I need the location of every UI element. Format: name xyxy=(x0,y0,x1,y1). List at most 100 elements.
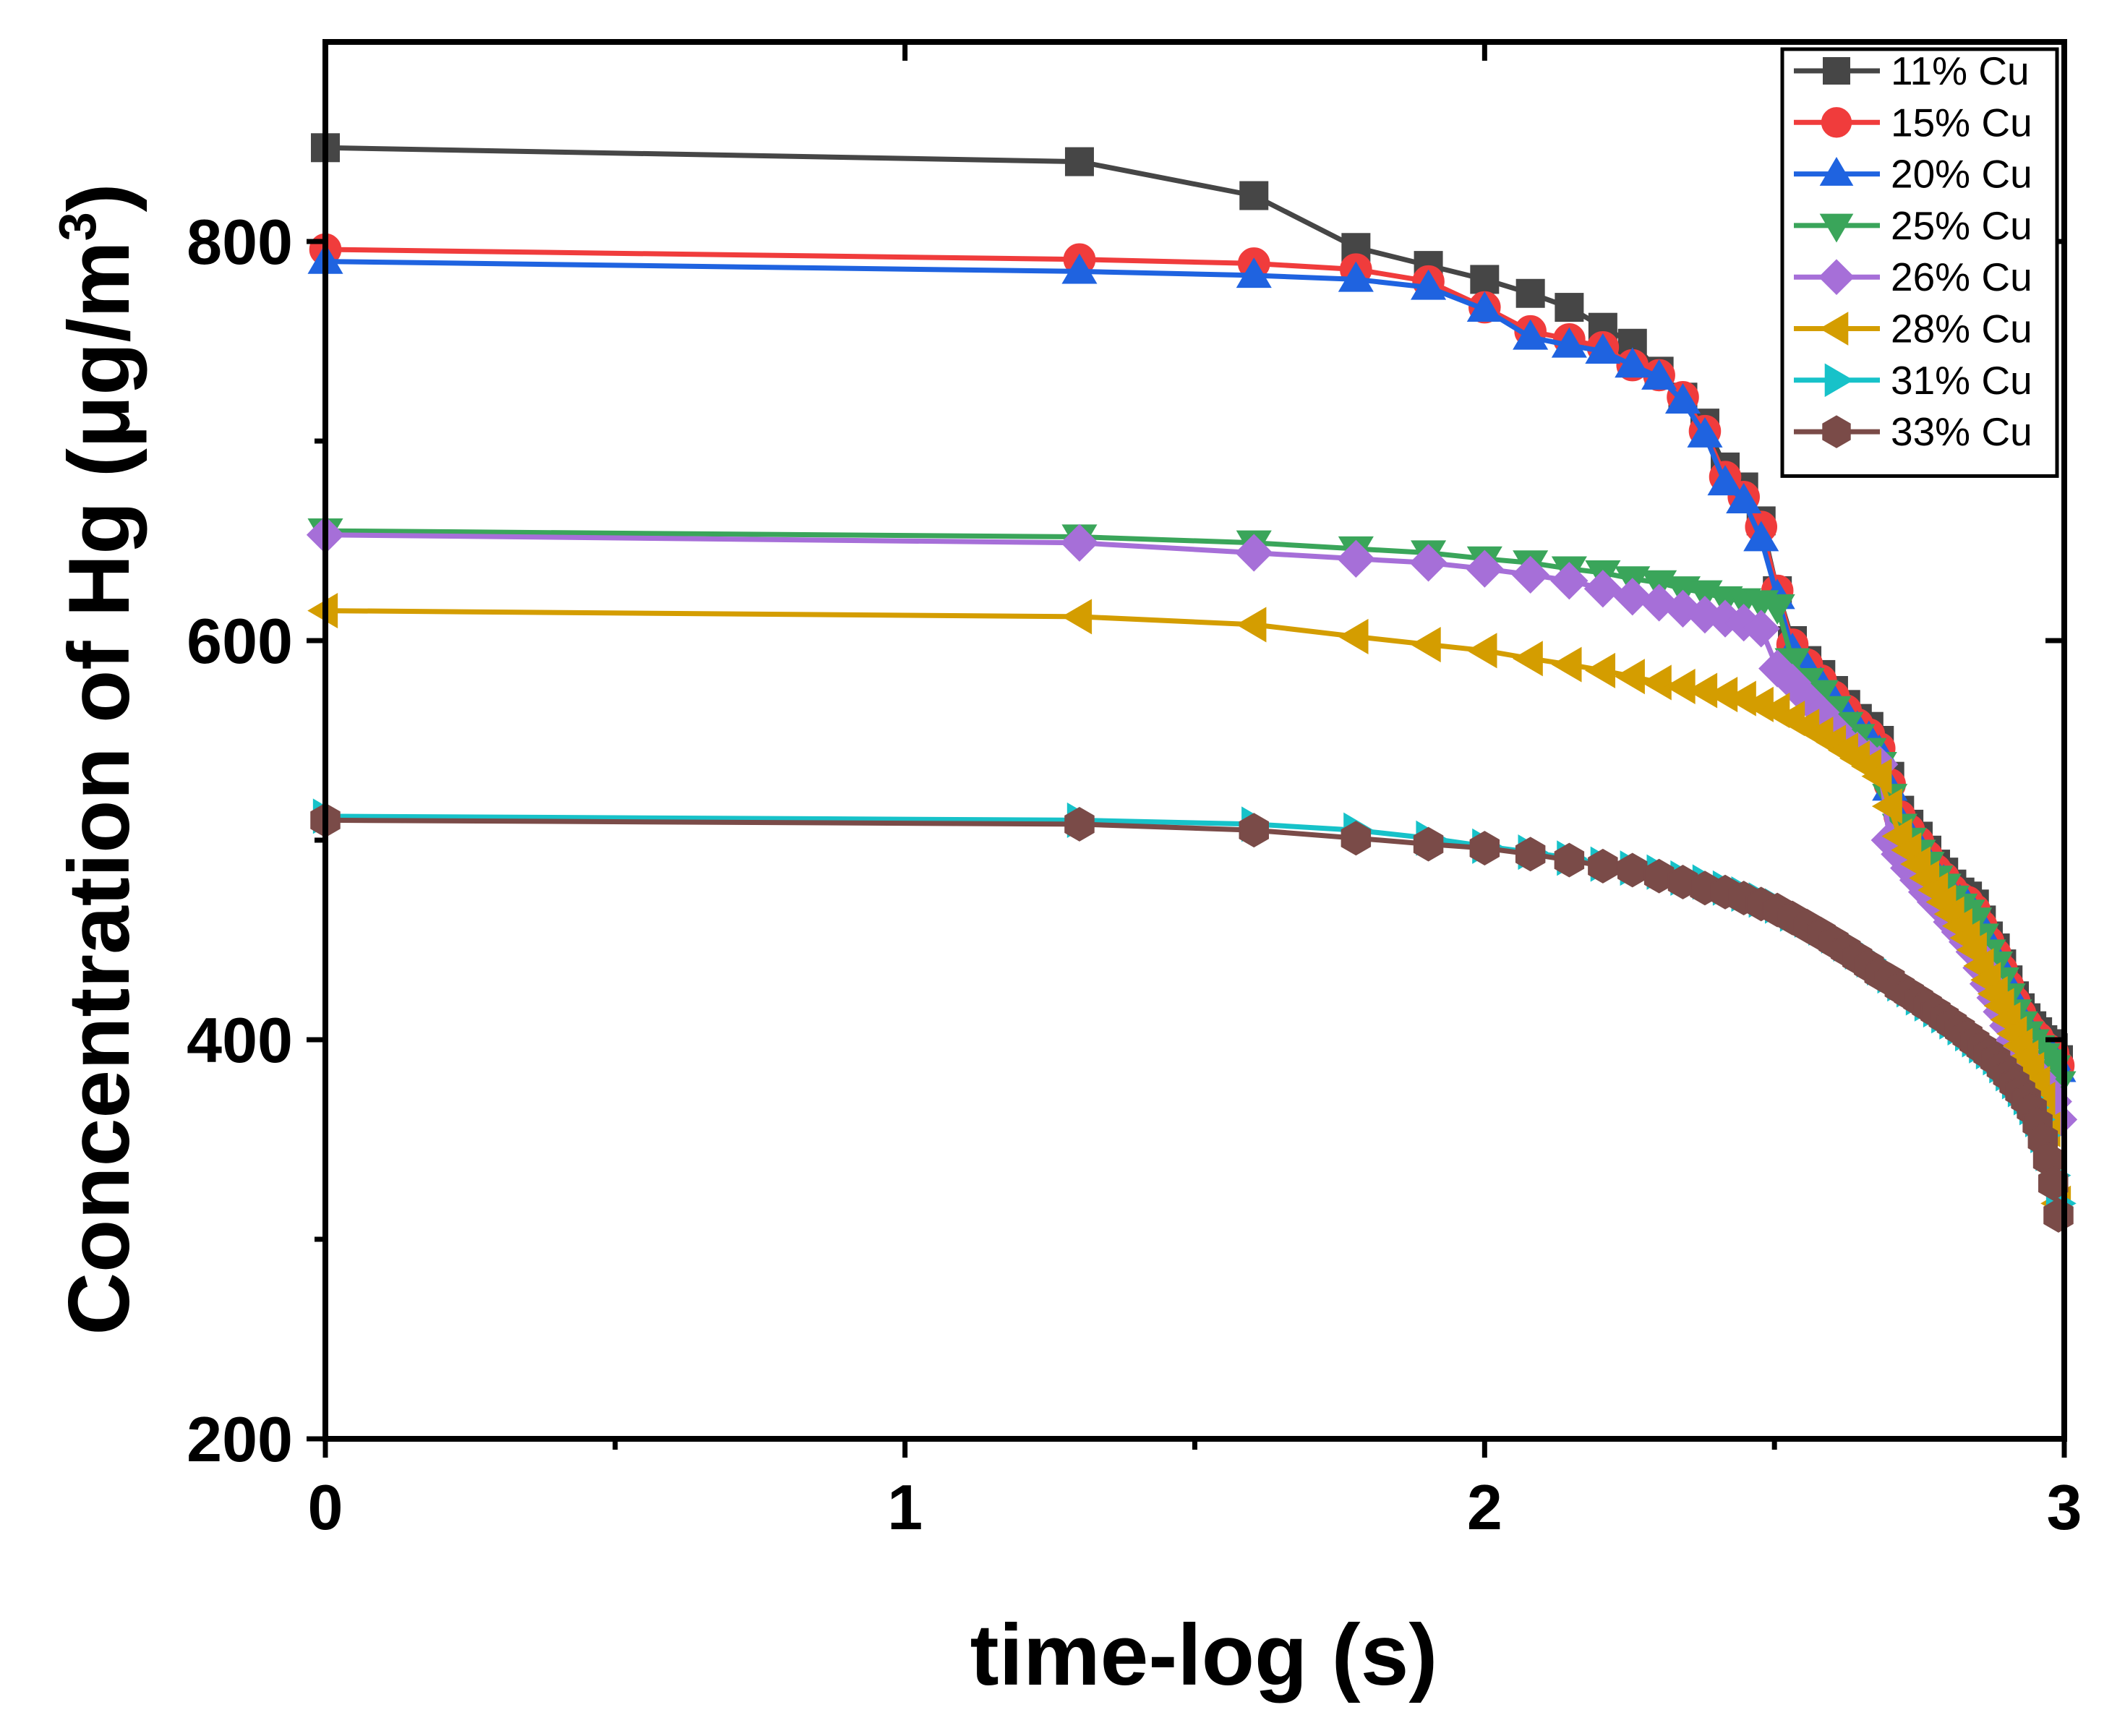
data-point xyxy=(1641,359,1677,390)
data-point xyxy=(1466,633,1497,669)
series-line xyxy=(325,813,2061,1204)
legend-label: 28% Cu xyxy=(1891,307,2032,351)
data-point xyxy=(1410,626,1441,663)
data-point xyxy=(1511,555,1549,594)
data-point xyxy=(1338,618,1369,655)
data-point xyxy=(1861,758,1892,795)
data-point xyxy=(1513,319,1549,350)
legend-marker xyxy=(1819,213,1854,243)
legend-label: 31% Cu xyxy=(1891,358,2032,403)
data-point xyxy=(1743,521,1779,552)
data-point xyxy=(1064,806,1095,842)
data-point xyxy=(2043,1197,2074,1233)
y-tick-label: 800 xyxy=(187,206,293,278)
legend-marker xyxy=(1819,157,1854,186)
legend-entry: 26% Cu xyxy=(1794,255,2032,299)
data-point xyxy=(1515,278,1545,308)
legend-entry: 33% Cu xyxy=(1794,409,2032,454)
series-line xyxy=(325,817,2061,1216)
data-point xyxy=(1236,257,1272,288)
data-point xyxy=(1641,664,1672,701)
legend-label: 11% Cu xyxy=(1891,48,2030,93)
legend-entry: 11% Cu xyxy=(1794,48,2030,93)
x-axis-label: time-log (s) xyxy=(970,1607,1438,1703)
data-point xyxy=(1337,539,1375,578)
legend: 11% Cu 15% Cu 20% Cu 25% Cu 26% Cu 28% Cu 31% … xyxy=(1780,47,2059,478)
data-point xyxy=(1060,523,1099,562)
data-point xyxy=(1061,599,1093,635)
y-axis-label-superscript: 3 xyxy=(49,212,107,241)
series-31-cu xyxy=(312,798,2077,1221)
data-point xyxy=(1759,594,1795,625)
data-point xyxy=(1707,465,1743,496)
data-point xyxy=(1615,347,1651,378)
data-point xyxy=(1554,842,1585,878)
legend-entry: 28% Cu xyxy=(1794,307,2032,351)
legend-label: 15% Cu xyxy=(1891,100,2032,145)
data-point xyxy=(1411,269,1447,300)
data-point xyxy=(1555,293,1584,322)
data-point xyxy=(1235,534,1273,572)
data-point xyxy=(1469,831,1500,865)
data-point xyxy=(1664,383,1701,414)
data-point xyxy=(1409,544,1448,582)
legend-label: 33% Cu xyxy=(1891,409,2032,454)
data-point xyxy=(1614,659,1645,695)
data-point xyxy=(1742,610,1780,648)
data-point xyxy=(1551,327,1587,358)
y-tick-label: 400 xyxy=(187,1004,293,1076)
data-point xyxy=(1338,261,1374,292)
legend-marker xyxy=(1821,107,1852,138)
y-axis-label: Concentration of Hg (μg/m3) xyxy=(49,183,147,1335)
legend-marker xyxy=(1819,312,1849,346)
legend-label: 25% Cu xyxy=(1891,203,2032,248)
data-point xyxy=(1466,291,1502,322)
legend-marker xyxy=(1818,259,1855,296)
data-point xyxy=(1687,416,1723,448)
data-point xyxy=(1551,646,1582,683)
y-tick-label: 200 xyxy=(187,1403,293,1475)
data-point xyxy=(1239,813,1270,848)
data-point xyxy=(1588,848,1618,884)
x-tick-label: 3 xyxy=(2047,1471,2082,1543)
y-axis-label-main: Concentration of Hg (μg/m xyxy=(51,241,147,1335)
data-point xyxy=(2038,1166,2069,1201)
legend-entry: 15% Cu xyxy=(1794,100,2032,145)
data-point xyxy=(1341,821,1372,856)
series-25-cu xyxy=(307,518,2077,1102)
data-point xyxy=(1061,253,1098,284)
data-point xyxy=(1470,265,1500,294)
legend-marker xyxy=(1822,415,1851,448)
data-point xyxy=(1726,483,1762,513)
ticks-layer: 0 1 2 3 200 400 600 800 xyxy=(187,42,2082,1543)
data-point xyxy=(1643,858,1675,894)
x-tick-label: 0 xyxy=(308,1471,343,1543)
data-point xyxy=(1236,607,1267,643)
legend-marker xyxy=(1824,363,1854,398)
legend-marker xyxy=(1823,57,1850,85)
data-point xyxy=(1613,578,1651,616)
y-tick-label: 600 xyxy=(187,605,293,677)
y-axis-label-close: ) xyxy=(51,183,147,212)
legend-label: 26% Cu xyxy=(1891,255,2032,299)
x-tick-label: 1 xyxy=(887,1471,923,1543)
data-point xyxy=(1466,550,1504,588)
data-point xyxy=(1583,570,1622,608)
data-point xyxy=(1585,333,1621,364)
x-tick-label: 2 xyxy=(1467,1471,1502,1543)
data-point xyxy=(1617,852,1648,888)
legend-entry: 25% Cu xyxy=(1794,203,2032,248)
data-point xyxy=(1064,147,1094,176)
data-point xyxy=(1512,641,1543,677)
data-point xyxy=(1515,837,1546,872)
data-point xyxy=(1239,181,1269,210)
series-33-cu xyxy=(310,803,2074,1233)
data-point xyxy=(1413,826,1444,862)
legend-entry: 31% Cu xyxy=(1794,358,2032,403)
data-point xyxy=(1585,652,1616,688)
legend-entry: 20% Cu xyxy=(1794,152,2032,197)
series-layer xyxy=(306,133,2078,1233)
legend-label: 20% Cu xyxy=(1891,152,2032,197)
